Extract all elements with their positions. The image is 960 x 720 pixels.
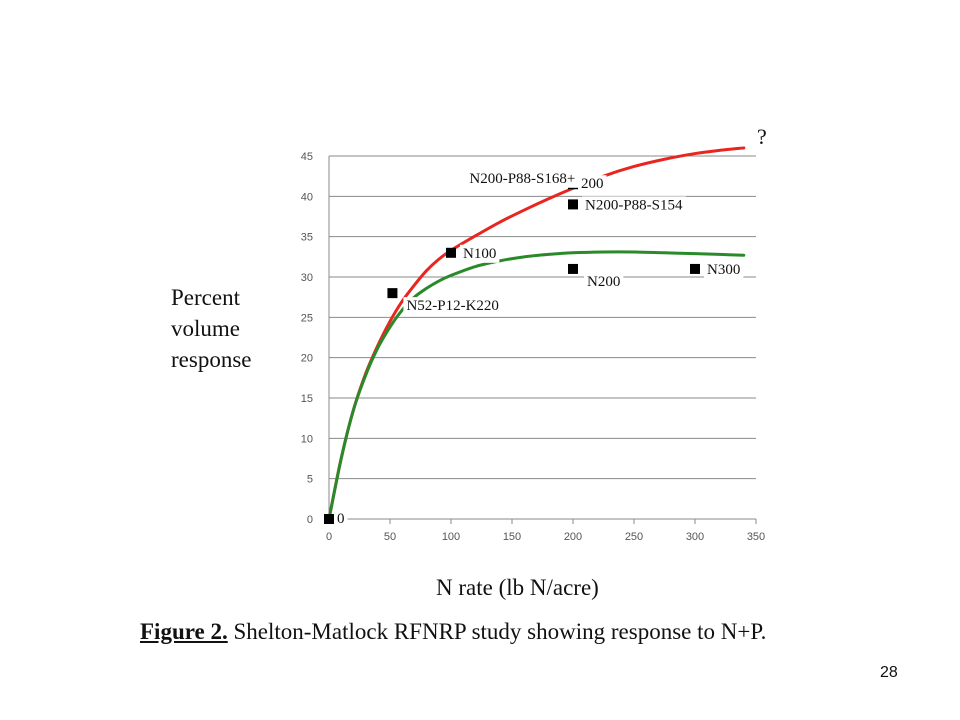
figure-number: Figure 2.	[140, 619, 228, 644]
point-label-4-bg	[582, 196, 687, 215]
x-tick-label-100: 100	[442, 531, 460, 543]
data-point-5	[568, 263, 578, 274]
point-label-2-bg	[460, 244, 500, 263]
point-label-3: 200	[581, 176, 604, 192]
question-mark-annotation: ?	[757, 124, 767, 149]
x-tick-label-200: 200	[564, 531, 582, 543]
series-lines	[327, 146, 746, 521]
y-tick-label-45: 45	[301, 151, 313, 163]
y-tick-label-35: 35	[301, 232, 313, 244]
caption-text: Shelton-Matlock RFNRP study showing resp…	[227, 619, 767, 644]
data-point-2	[446, 247, 456, 258]
gridlines	[329, 155, 756, 480]
figure-caption: Figure 2. Shelton-Matlock RFNRP study sh…	[140, 619, 766, 645]
page-number: 28	[880, 664, 898, 681]
point-label-0-bg	[334, 510, 348, 528]
data-point-0	[324, 514, 334, 524]
point-label-3-bg	[578, 175, 607, 194]
y-axis-label: Percent volume response	[171, 282, 251, 375]
axes: 0 5 10 15 20 25 30 35 40 45 0 50 100 150 200 250 300 350	[301, 151, 765, 543]
x-axis-label: N rate (lb N/acre)	[436, 575, 599, 600]
y-tick-label-30: 30	[301, 272, 313, 284]
x-tick-label-150: 150	[503, 531, 521, 543]
series-line-1	[327, 250, 746, 521]
x-tick-label-250: 250	[625, 531, 643, 543]
data-point-4	[568, 199, 578, 210]
y-tick-label-10: 10	[301, 433, 313, 445]
x-tick-label-350: 350	[747, 531, 765, 543]
point-label-4: N200-P88-S154	[585, 197, 683, 213]
y-tick-label-0: 0	[307, 514, 313, 526]
point-label-6-bg	[704, 260, 744, 279]
y-tick-label-25: 25	[301, 312, 313, 324]
data-point-6	[690, 263, 700, 274]
y-axis-label-line-1: Percent	[171, 285, 240, 310]
point-label-5-bg	[584, 272, 624, 291]
x-tick-label-50: 50	[384, 531, 396, 543]
point-label-1: N52-P12-K220	[406, 298, 499, 314]
point-label-5: N200	[587, 274, 620, 290]
y-tick-label-40: 40	[301, 191, 313, 203]
data-point-1	[387, 288, 398, 299]
point-label-1-bg	[403, 297, 502, 316]
x-tick-label-0: 0	[326, 531, 332, 543]
annotation-label-0-bg	[466, 169, 579, 188]
point-labels: 0 N52-P12-K220 N100 200 N200-P88-S154 N200 N30…	[334, 169, 744, 528]
y-tick-label-20: 20	[301, 353, 313, 365]
point-label-2: N100	[463, 246, 496, 262]
data-markers	[324, 179, 700, 524]
annotation-label-0: N200-P88-S168+	[469, 171, 575, 187]
point-label-0: 0	[337, 511, 345, 527]
x-tick-label-300: 300	[686, 531, 704, 543]
y-tick-label-5: 5	[307, 474, 313, 486]
point-label-6: N300	[707, 262, 740, 278]
y-tick-label-15: 15	[301, 393, 313, 405]
y-axis-label-line-2: volume	[171, 316, 240, 341]
y-axis-label-line-3: response	[171, 347, 252, 372]
